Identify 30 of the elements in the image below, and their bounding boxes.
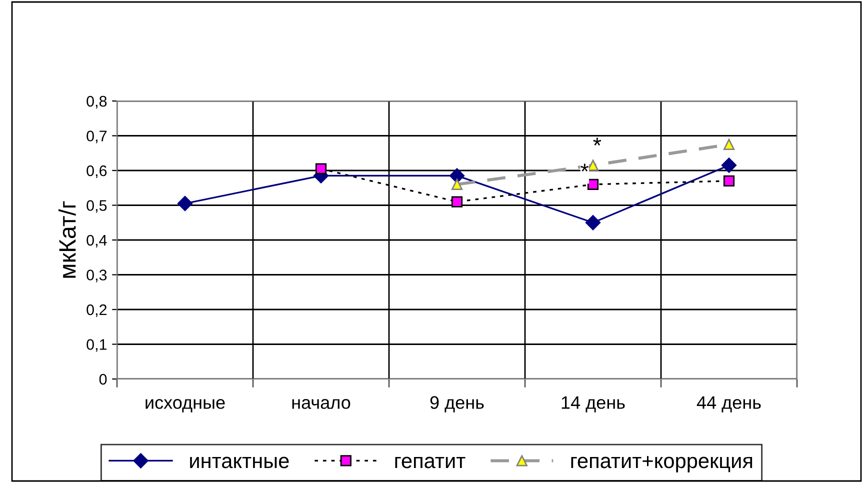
point [585,215,601,230]
annotation: * [593,138,602,146]
x-tick-label: 44 день [696,396,761,412]
y-tick-label: 0,8 [86,96,107,108]
y-tick-label: 0,4 [86,234,107,248]
x-tick-label: начало [292,399,350,409]
point [451,196,463,208]
y-tick-label: 0,3 [86,270,107,282]
x-tick-label: 9 день [430,396,484,412]
point [723,138,735,150]
point [451,178,463,190]
y-tick-label: 0 [99,374,107,385]
legend-label: гепатит+коррекция [571,456,752,472]
point [721,158,737,173]
y-tick-label: 0,6 [86,165,107,178]
annotation: * [580,164,589,172]
y-tick-label: 0,2 [86,304,107,317]
point [587,178,599,190]
y-tick-label: 0,5 [86,200,107,213]
point [315,163,327,174]
point [177,196,193,212]
legend-label: гепатит [395,456,466,468]
point [723,175,735,186]
legend-label: интактные [190,456,289,468]
x-tick-label: исходные [146,399,225,412]
y-tick-label: 0,7 [86,130,107,144]
x-tick-label: 14 день [562,396,625,412]
y-axis-title: мкКат/г [58,201,76,278]
y-tick-label: 0,1 [86,339,107,352]
point [449,168,465,184]
